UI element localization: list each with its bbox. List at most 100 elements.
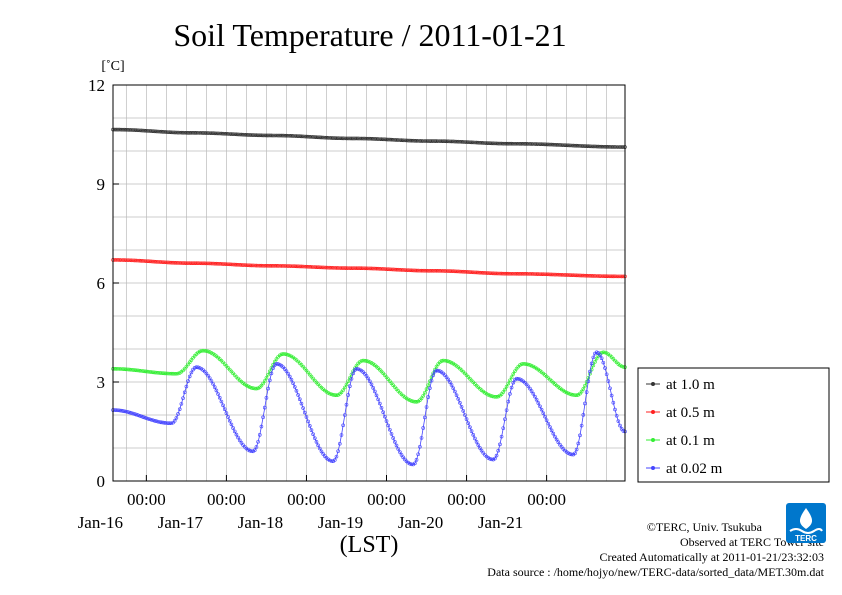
data-point [222, 131, 227, 136]
data-point [501, 271, 506, 276]
data-point [267, 264, 272, 268]
data-point [222, 407, 227, 412]
data-point [371, 137, 375, 141]
data-point [506, 381, 511, 386]
data-point [524, 362, 529, 366]
data-point [416, 452, 420, 457]
data-point [294, 264, 299, 269]
data-point [426, 139, 431, 143]
x-tick-date-label: Jan-20 [398, 513, 443, 532]
data-point [137, 368, 142, 373]
data-point [479, 270, 484, 275]
data-point [384, 267, 389, 271]
data-point [581, 144, 586, 148]
data-point [434, 139, 439, 143]
data-point [576, 441, 581, 446]
observed-text: Observed at TERC Tower site [679, 535, 824, 549]
data-point [584, 390, 589, 394]
data-point [583, 144, 587, 148]
data-point [157, 420, 162, 424]
data-point [226, 132, 230, 136]
data-point [569, 273, 574, 277]
data-point [239, 441, 244, 445]
data-point [381, 267, 385, 271]
data-point [149, 370, 154, 374]
data-point [611, 400, 616, 405]
data-point [131, 258, 135, 263]
data-point [613, 145, 617, 149]
data-point [209, 131, 214, 135]
data-point [461, 269, 466, 274]
data-point [214, 388, 219, 393]
data-point [261, 263, 265, 268]
data-point [384, 137, 389, 142]
data-point [514, 376, 519, 381]
data-point [461, 140, 466, 144]
data-point [144, 128, 149, 133]
data-point [349, 377, 354, 381]
data-point [169, 260, 174, 265]
data-point [364, 359, 369, 363]
data-point [176, 371, 180, 376]
data-point [554, 272, 559, 277]
data-point [461, 409, 466, 413]
data-point [446, 359, 451, 364]
data-point [416, 139, 420, 143]
data-point [142, 369, 147, 374]
data-point [438, 269, 442, 273]
data-point [376, 137, 380, 141]
data-point [568, 273, 572, 277]
data-point [297, 397, 302, 402]
data-point [456, 269, 461, 274]
data-point [204, 349, 209, 353]
data-point [594, 350, 599, 355]
data-point [394, 443, 399, 448]
data-point [234, 262, 239, 267]
data-point [421, 426, 426, 430]
data-point [414, 399, 419, 404]
data-point [471, 140, 476, 145]
data-point [556, 272, 561, 277]
data-point [234, 432, 239, 437]
data-point [131, 411, 135, 416]
data-point [287, 133, 292, 138]
data-point [351, 266, 355, 270]
data-point [396, 267, 400, 272]
data-point [252, 448, 257, 453]
data-point [174, 261, 179, 265]
data-point [506, 399, 511, 404]
data-point [231, 132, 235, 136]
data-point [152, 418, 157, 423]
data-point [137, 258, 142, 263]
data-point [312, 265, 317, 269]
data-point [393, 440, 397, 444]
x-tick-date-label: Jan-17 [158, 513, 204, 532]
data-point [369, 382, 374, 387]
data-point [519, 271, 524, 276]
data-point [139, 414, 144, 419]
data-point [266, 264, 270, 268]
data-point [604, 274, 609, 279]
data-point [292, 385, 297, 389]
data-point [124, 127, 129, 132]
data-point [127, 410, 132, 415]
data-point [131, 128, 135, 132]
data-point [117, 367, 122, 371]
data-point [338, 442, 342, 446]
data-point [531, 272, 536, 276]
data-point [271, 366, 275, 370]
data-point [206, 349, 210, 354]
data-point [306, 419, 310, 424]
data-point [436, 139, 441, 143]
data-point [416, 268, 420, 273]
data-point [588, 369, 592, 374]
data-point [204, 371, 209, 376]
data-point [619, 145, 624, 149]
data-point [553, 272, 557, 277]
data-point [333, 266, 337, 270]
data-point [157, 371, 162, 375]
data-point [261, 133, 265, 138]
data-point [578, 144, 582, 148]
data-point [348, 266, 352, 270]
data-point [591, 144, 596, 149]
